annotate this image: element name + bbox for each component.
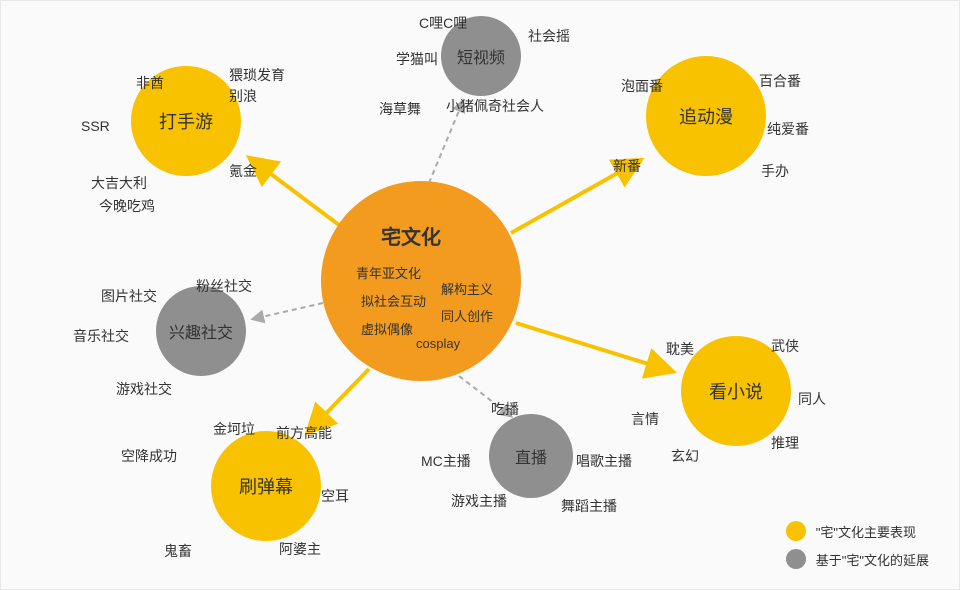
- term-label: 前方高能: [276, 423, 332, 443]
- node-label: 刷弹幕: [239, 473, 293, 499]
- legend-dot-primary: [786, 521, 806, 541]
- term-label: 粉丝社交: [196, 276, 252, 296]
- term-label: 音乐社交: [73, 326, 129, 346]
- term-label: 吃播: [491, 399, 519, 419]
- term-label: 社会摇: [528, 26, 570, 46]
- term-label: C哩C哩: [419, 13, 467, 33]
- term-label: 阿婆主: [279, 539, 321, 559]
- edge-danmaku: [309, 369, 369, 431]
- term-label: 耽美: [666, 339, 694, 359]
- node-label: 追动漫: [679, 103, 733, 129]
- diagram-canvas: 打手游短视频追动漫兴趣社交刷弹幕直播看小说 宅文化青年亚文化解构主义拟社会互动同…: [0, 0, 960, 590]
- node-live-stream: 直播: [489, 414, 573, 498]
- edge-novels: [516, 323, 671, 371]
- edge-interest-social: [253, 303, 323, 319]
- center-sub: 拟社会互动: [361, 291, 426, 310]
- term-label: 同人: [798, 389, 826, 409]
- term-label: 空降成功: [121, 446, 177, 466]
- node-anime: 追动漫: [646, 56, 766, 176]
- node-label: 短视频: [457, 44, 505, 68]
- term-label: 金坷垃: [213, 419, 255, 439]
- legend-dot-secondary: [786, 549, 806, 569]
- term-label: 猥琐发育: [229, 65, 285, 85]
- term-label: 纯爱番: [767, 119, 809, 139]
- center-sub: 青年亚文化: [356, 263, 421, 282]
- legend-item-primary: "宅"文化主要表现: [786, 521, 929, 541]
- term-label: 舞蹈主播: [561, 496, 617, 516]
- term-label: MC主播: [421, 451, 471, 471]
- term-label: 今晚吃鸡: [99, 196, 155, 216]
- center-sub: 虚拟偶像: [361, 319, 413, 338]
- node-interest-social: 兴趣社交: [156, 286, 246, 376]
- legend-item-secondary: 基于"宅"文化的延展: [786, 549, 929, 569]
- term-label: 空耳: [321, 486, 349, 506]
- node-label: 直播: [515, 444, 547, 468]
- term-label: 手办: [761, 161, 789, 181]
- term-label: 泡面番: [621, 76, 663, 96]
- term-label: 游戏社交: [116, 379, 172, 399]
- term-label: 大吉大利: [91, 173, 147, 193]
- legend: "宅"文化主要表现 基于"宅"文化的延展: [786, 513, 929, 569]
- term-label: 氪金: [229, 161, 257, 181]
- node-label: 打手游: [159, 108, 213, 134]
- node-label: 看小说: [709, 378, 763, 404]
- node-label: 兴趣社交: [169, 319, 233, 343]
- term-label: 言情: [631, 409, 659, 429]
- center-sub: 解构主义: [441, 279, 493, 298]
- term-label: 百合番: [759, 71, 801, 91]
- node-danmaku: 刷弹幕: [211, 431, 321, 541]
- center-title: 宅文化: [381, 221, 441, 250]
- center-sub: 同人创作: [441, 306, 493, 325]
- term-label: 推理: [771, 433, 799, 453]
- term-label: 小猪佩奇社会人: [446, 96, 544, 116]
- edge-mobile-games: [251, 159, 339, 225]
- term-label: 唱歌主播: [576, 451, 632, 471]
- term-label: 海草舞: [379, 99, 421, 119]
- term-label: 新番: [613, 156, 641, 176]
- term-label: 图片社交: [101, 286, 157, 306]
- term-label: 武侠: [771, 336, 799, 356]
- term-label: 非酋: [136, 73, 164, 93]
- term-label: 游戏主播: [451, 491, 507, 511]
- term-label: 鬼畜: [164, 541, 192, 561]
- term-label: 学猫叫: [396, 49, 438, 69]
- legend-text-primary: "宅"文化主要表现: [816, 522, 916, 541]
- term-label: 玄幻: [671, 446, 699, 466]
- term-label: SSR: [81, 118, 110, 134]
- term-label: 别浪: [229, 86, 257, 106]
- center-sub: cosplay: [416, 336, 460, 351]
- legend-text-secondary: 基于"宅"文化的延展: [816, 550, 929, 569]
